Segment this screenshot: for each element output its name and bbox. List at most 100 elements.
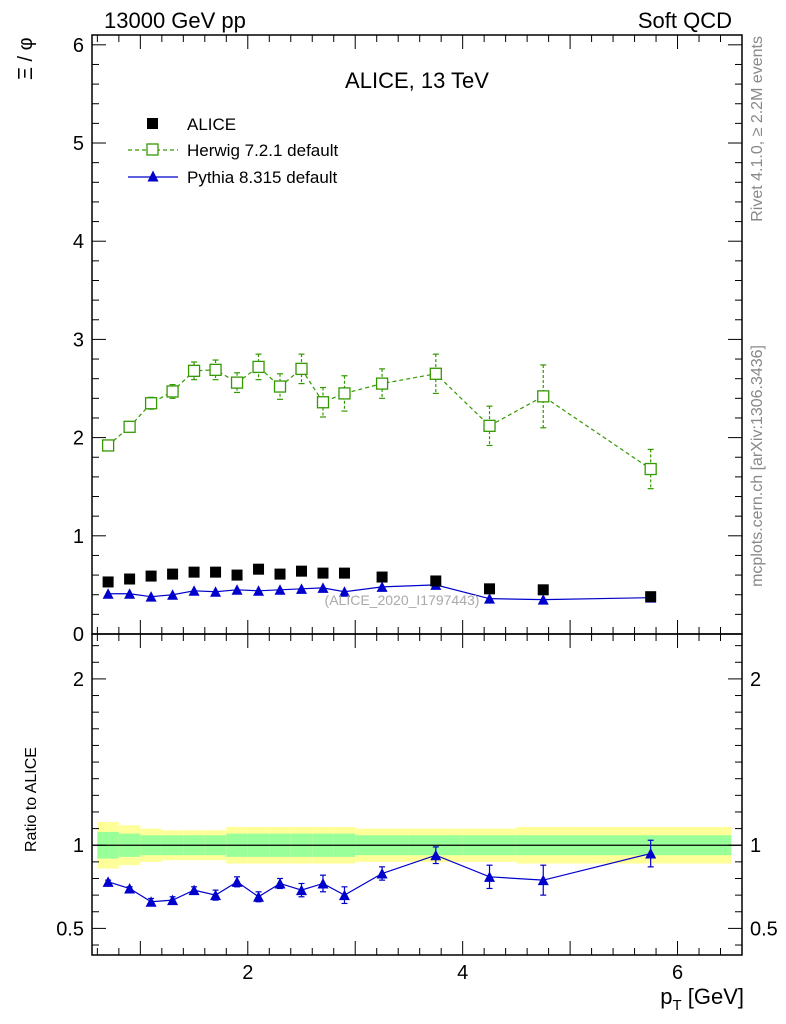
herwig-point xyxy=(123,420,136,433)
ratio-pythia-point xyxy=(253,891,265,902)
ratio-pythia-point xyxy=(188,884,200,896)
chart-title: ALICE, 13 TeV xyxy=(345,68,489,93)
herwig-point xyxy=(483,419,496,432)
ratio-pythia-point xyxy=(484,871,496,882)
alice-point xyxy=(102,576,114,588)
pythia-point xyxy=(188,585,200,596)
herwig-point xyxy=(375,377,389,390)
x-axis-label: pT [GeV] xyxy=(660,984,744,1014)
herwig-point xyxy=(209,363,222,377)
alice-point xyxy=(274,568,286,580)
ratio-pythia-point xyxy=(167,894,179,906)
pythia-point xyxy=(210,586,222,597)
ratio-y-tick-label-right: 2 xyxy=(750,669,761,691)
ratio-pythia-point xyxy=(231,876,243,887)
pythia-point xyxy=(231,584,243,595)
ratio-pythia-point xyxy=(296,884,308,896)
x-axis-label-main: p xyxy=(660,984,672,1009)
ratio-axis-ticks: 0.5 0.5 1 1 2 2 2 4 6 xyxy=(56,634,778,984)
pythia-point xyxy=(102,588,114,599)
alice-point xyxy=(317,567,329,579)
herwig-point xyxy=(252,360,265,374)
ratio-y-tick-label: 1 xyxy=(73,835,84,857)
pythia-point xyxy=(145,591,157,602)
pythia-point xyxy=(167,589,179,600)
ratio-y-tick-label: 2 xyxy=(73,669,84,691)
legend-pythia-label: Pythia 8.315 default xyxy=(187,168,338,187)
rivet-label: Rivet 4.1.0, ≥ 2.2M events xyxy=(749,36,766,222)
y-tick-label: 6 xyxy=(73,35,84,57)
pythia-point xyxy=(317,582,329,593)
pythia-point xyxy=(296,583,308,594)
x-axis-label-sub: T xyxy=(672,997,681,1014)
alice-point xyxy=(124,573,136,585)
ratio-y-axis-label: Ratio to ALICE xyxy=(23,747,40,852)
ratio-pythia-point xyxy=(317,877,329,889)
herwig-point xyxy=(316,396,330,409)
header-right: Soft QCD xyxy=(638,8,732,33)
y-axis-label: Ξ / φ xyxy=(15,37,37,80)
y-tick-label: 5 xyxy=(73,133,84,155)
ratio-pythia-point xyxy=(210,889,222,901)
herwig-point xyxy=(144,397,158,410)
pythia-point xyxy=(274,584,286,595)
alice-point xyxy=(167,568,179,580)
y-tick-label: 2 xyxy=(73,428,84,450)
ratio-pythia-point xyxy=(430,849,442,861)
alice-point xyxy=(430,575,442,587)
watermark: (ALICE_2020_I1797443) xyxy=(325,592,480,608)
herwig-point xyxy=(230,376,244,389)
y-tick-label: 0 xyxy=(73,624,84,646)
pythia-point xyxy=(253,585,265,596)
main-panel: 0 1 2 3 4 5 6 xyxy=(73,34,743,646)
herwig-point xyxy=(537,390,550,403)
x-axis-label-unit: [GeV] xyxy=(682,984,744,1009)
y-tick-label: 4 xyxy=(73,231,84,253)
alice-point xyxy=(338,567,350,579)
alice-point xyxy=(537,584,549,596)
herwig-point xyxy=(295,362,308,376)
herwig-point xyxy=(429,367,442,380)
alice-point xyxy=(253,563,265,575)
legend-herwig-marker xyxy=(146,143,159,156)
ratio-y-tick-label: 0.5 xyxy=(56,918,84,940)
pythia-point xyxy=(338,586,350,597)
x-tick-label: 6 xyxy=(672,962,683,984)
ratio-pythia-point xyxy=(338,889,350,901)
herwig-point xyxy=(644,462,657,476)
alice-point xyxy=(188,566,200,578)
herwig-point xyxy=(166,385,179,398)
legend-alice-label: ALICE xyxy=(187,115,236,134)
alice-point xyxy=(376,571,388,583)
ratio-y-tick-label-right: 1 xyxy=(750,835,761,857)
ratio-series xyxy=(102,839,657,907)
legend-herwig-label: Herwig 7.2.1 default xyxy=(187,141,338,160)
pythia-point xyxy=(484,593,496,604)
pythia-point xyxy=(124,588,136,599)
pythia-point xyxy=(537,594,549,605)
ratio-frame xyxy=(91,633,743,956)
legend-pythia-marker xyxy=(147,170,159,182)
main-axis-ticks: 0 1 2 3 4 5 6 xyxy=(73,35,743,646)
ratio-pythia-point xyxy=(145,896,157,907)
alice-point xyxy=(484,583,496,595)
herwig-point xyxy=(338,387,351,400)
header-left: 13000 GeV pp xyxy=(104,8,246,33)
herwig-point xyxy=(101,439,115,452)
x-tick-label: 4 xyxy=(457,962,468,984)
alice-point xyxy=(210,566,222,578)
alice-point xyxy=(145,570,157,582)
ratio-pythia-point xyxy=(102,876,114,887)
alice-point xyxy=(231,569,243,581)
alice-point xyxy=(645,591,657,603)
legend-alice-marker xyxy=(147,118,158,129)
main-series xyxy=(101,353,657,605)
ratio-pythia-point xyxy=(274,877,286,889)
y-tick-label: 1 xyxy=(73,526,84,548)
x-tick-label: 2 xyxy=(242,962,253,984)
herwig-point xyxy=(273,380,287,393)
ratio-y-tick-label-right: 0.5 xyxy=(750,918,778,940)
ratio-pythia-point xyxy=(124,882,136,894)
pythia-point xyxy=(376,581,388,592)
